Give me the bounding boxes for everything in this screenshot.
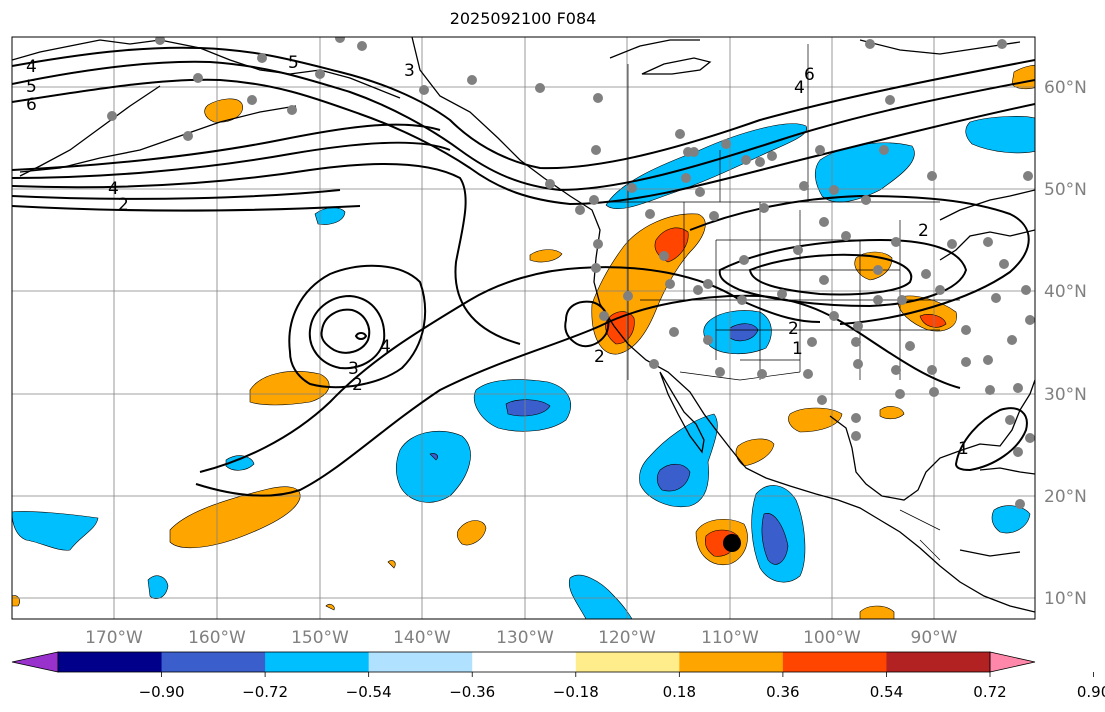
- contour-label: 5: [26, 77, 37, 97]
- lon-label: 160°W: [188, 628, 246, 648]
- lat-label: 60°N: [1044, 78, 1087, 98]
- lat-label: 10°N: [1044, 589, 1087, 609]
- colorbar-tick-label: −0.54: [346, 683, 392, 701]
- contour-label: 6: [26, 95, 37, 115]
- colorbar-tick-label: 0.36: [766, 683, 799, 701]
- colorbar-tick-label: −0.90: [139, 683, 185, 701]
- contour-labels: 4 5 6 5 3 6 4 4 2 3 4 2 2 2 1 2 1: [26, 53, 969, 459]
- colorbar: [11, 651, 1094, 677]
- contour-label: 4: [380, 337, 391, 357]
- colorbar-tick-label: −0.36: [449, 683, 495, 701]
- colorbar-segment: [782, 652, 887, 672]
- longitude-labels: 170°W 160°W 150°W 140°W 130°W 120°W 110°…: [85, 628, 958, 648]
- colorbar-tick-label: 0.72: [973, 683, 1006, 701]
- contour-label: 2: [594, 347, 605, 367]
- colorbar-segment: [575, 652, 680, 672]
- contour-label: 6: [804, 65, 815, 85]
- lon-label: 130°W: [496, 628, 554, 648]
- contour-label: 2: [918, 221, 929, 241]
- colorbar-tick-label: 0.18: [663, 683, 696, 701]
- lon-label: 100°W: [803, 628, 861, 648]
- lat-label: 20°N: [1044, 487, 1087, 507]
- storm-center-marker: [723, 534, 741, 552]
- colorbar-segment: [161, 652, 266, 672]
- contour-label: 3: [404, 61, 415, 81]
- station-dots: [107, 37, 1035, 509]
- colorbar-segment: [368, 652, 473, 672]
- contour-label: 1: [958, 439, 969, 459]
- colorbar-segment: [679, 652, 784, 672]
- lon-label: 90°W: [911, 628, 958, 648]
- colorbar-segment: [472, 652, 577, 672]
- colorbar-segment: [886, 652, 991, 672]
- colorbar-extend-low: [11, 651, 59, 673]
- contour-label: 4: [108, 179, 119, 199]
- colorbar-segment: [58, 652, 163, 672]
- shaded-anomaly-fields: [12, 64, 1035, 619]
- colorbar-frame: [57, 651, 991, 673]
- contour-label: 4: [794, 78, 805, 98]
- map-frame: [11, 36, 1036, 620]
- contour-label: 5: [288, 53, 299, 73]
- colorbar-tick-label: −0.72: [242, 683, 288, 701]
- lon-label: 170°W: [85, 628, 143, 648]
- lon-label: 150°W: [291, 628, 349, 648]
- lat-label: 50°N: [1044, 180, 1087, 200]
- lat-label: 30°N: [1044, 385, 1087, 405]
- colorbar-tick-labels: −0.90 −0.72 −0.54 −0.36 −0.18 0.18 0.36 0.54 0.7…: [139, 683, 1105, 701]
- contour-label: 4: [26, 57, 37, 77]
- colorbar-tick-label: 0.54: [870, 683, 903, 701]
- lat-label: 40°N: [1044, 282, 1087, 302]
- colorbar-tick-label: −0.18: [553, 683, 599, 701]
- lon-label: 110°W: [701, 628, 759, 648]
- contour-label: 1: [792, 339, 803, 359]
- lon-label: 120°W: [598, 628, 656, 648]
- contour-label: 2: [352, 375, 363, 395]
- colorbar-tick-label: 0.90: [1077, 683, 1105, 701]
- colorbar-extend-high: [989, 651, 1036, 673]
- contour-label: 3: [348, 359, 359, 379]
- colorbar-segment: [265, 652, 370, 672]
- map-background: [12, 37, 1035, 619]
- contour-label: 2: [118, 195, 129, 215]
- map-title: 2025092100 F084: [449, 9, 597, 28]
- graticule: [12, 37, 1035, 619]
- latitude-labels: 60°N 50°N 40°N 30°N 20°N 10°N: [1044, 78, 1087, 609]
- lon-label: 140°W: [393, 628, 451, 648]
- contour-label: 2: [788, 319, 799, 339]
